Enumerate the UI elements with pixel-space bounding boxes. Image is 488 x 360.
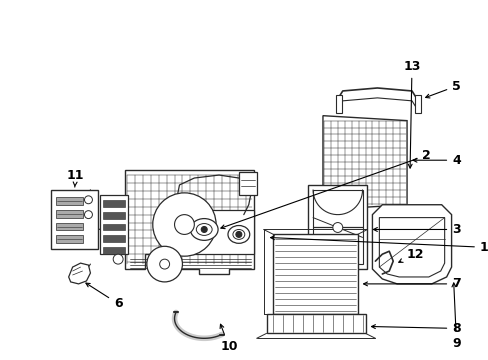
- Circle shape: [201, 226, 207, 233]
- Circle shape: [332, 222, 342, 233]
- Polygon shape: [100, 195, 128, 254]
- Ellipse shape: [232, 229, 244, 239]
- Text: 5: 5: [425, 80, 460, 98]
- Polygon shape: [307, 185, 367, 269]
- Circle shape: [160, 259, 169, 269]
- Ellipse shape: [190, 219, 218, 240]
- Text: 4: 4: [412, 154, 460, 167]
- Polygon shape: [312, 190, 362, 264]
- Polygon shape: [103, 247, 125, 254]
- Ellipse shape: [196, 224, 212, 235]
- Polygon shape: [266, 314, 365, 333]
- Circle shape: [84, 196, 92, 204]
- Text: 10: 10: [220, 324, 237, 353]
- Polygon shape: [238, 172, 256, 195]
- Circle shape: [152, 193, 216, 256]
- Polygon shape: [335, 95, 341, 113]
- Text: 8: 8: [371, 322, 460, 335]
- Polygon shape: [56, 197, 82, 205]
- Text: 3: 3: [373, 223, 460, 236]
- Polygon shape: [103, 235, 125, 242]
- Text: 13: 13: [403, 60, 420, 168]
- Polygon shape: [273, 234, 357, 314]
- Text: 11: 11: [67, 168, 84, 187]
- Polygon shape: [125, 170, 253, 274]
- Polygon shape: [322, 116, 406, 210]
- Text: 9: 9: [451, 283, 460, 350]
- Circle shape: [235, 231, 242, 237]
- Polygon shape: [56, 222, 82, 230]
- Text: 2: 2: [221, 149, 430, 229]
- Polygon shape: [103, 212, 125, 219]
- Polygon shape: [51, 190, 98, 249]
- Polygon shape: [379, 217, 444, 277]
- Polygon shape: [56, 235, 82, 243]
- Circle shape: [146, 246, 182, 282]
- Text: 7: 7: [363, 278, 460, 291]
- Ellipse shape: [227, 225, 249, 243]
- Polygon shape: [56, 210, 82, 217]
- Polygon shape: [372, 205, 450, 284]
- Polygon shape: [414, 95, 420, 113]
- Text: 12: 12: [398, 248, 423, 262]
- Circle shape: [174, 215, 194, 234]
- Circle shape: [113, 254, 123, 264]
- Polygon shape: [174, 210, 253, 254]
- Text: 6: 6: [86, 283, 122, 310]
- Polygon shape: [68, 263, 90, 284]
- Polygon shape: [103, 200, 125, 207]
- Polygon shape: [103, 224, 125, 230]
- Circle shape: [84, 211, 92, 219]
- Text: 1: 1: [270, 236, 488, 254]
